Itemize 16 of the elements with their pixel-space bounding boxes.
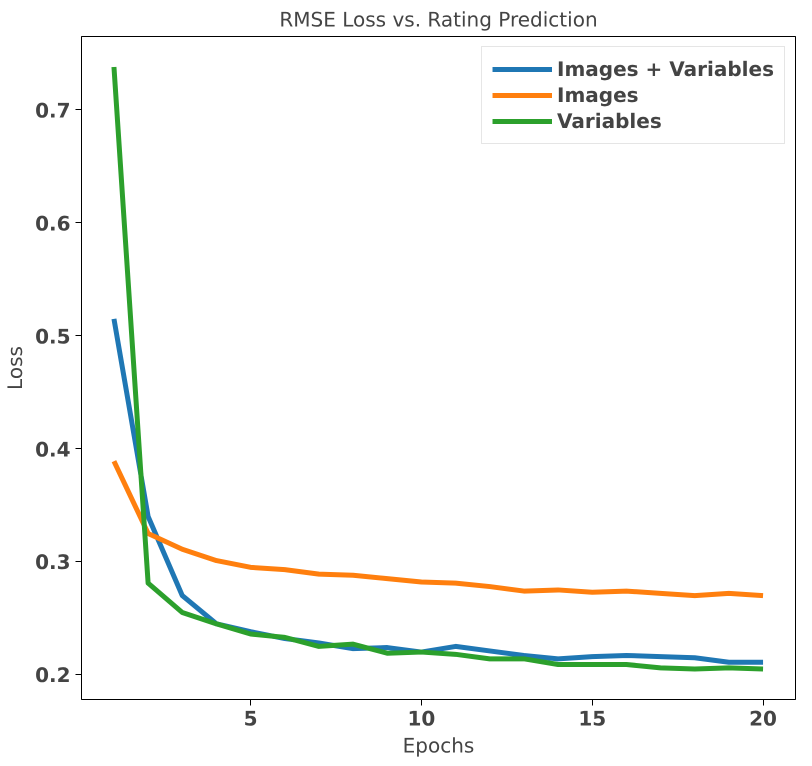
legend-label: Images bbox=[557, 83, 639, 107]
y-tick-label: 0.7 bbox=[35, 98, 71, 122]
y-tick-label: 0.3 bbox=[35, 550, 71, 574]
y-tick-label: 0.4 bbox=[35, 437, 71, 462]
x-tick-label: 15 bbox=[578, 706, 606, 730]
x-tick-label: 5 bbox=[244, 706, 258, 730]
legend-label: Variables bbox=[557, 109, 662, 133]
y-tick-label: 0.6 bbox=[35, 211, 71, 236]
y-axis-title: Loss bbox=[3, 346, 28, 390]
x-tick-label: 20 bbox=[749, 706, 777, 730]
y-tick-label: 0.5 bbox=[35, 324, 71, 348]
x-axis-title: Epochs bbox=[402, 734, 474, 758]
legend-label: Images + Variables bbox=[557, 57, 774, 81]
x-tick-label: 10 bbox=[408, 706, 436, 730]
y-tick-label: 0.2 bbox=[35, 663, 71, 688]
chart-title: RMSE Loss vs. Rating Prediction bbox=[279, 8, 598, 32]
